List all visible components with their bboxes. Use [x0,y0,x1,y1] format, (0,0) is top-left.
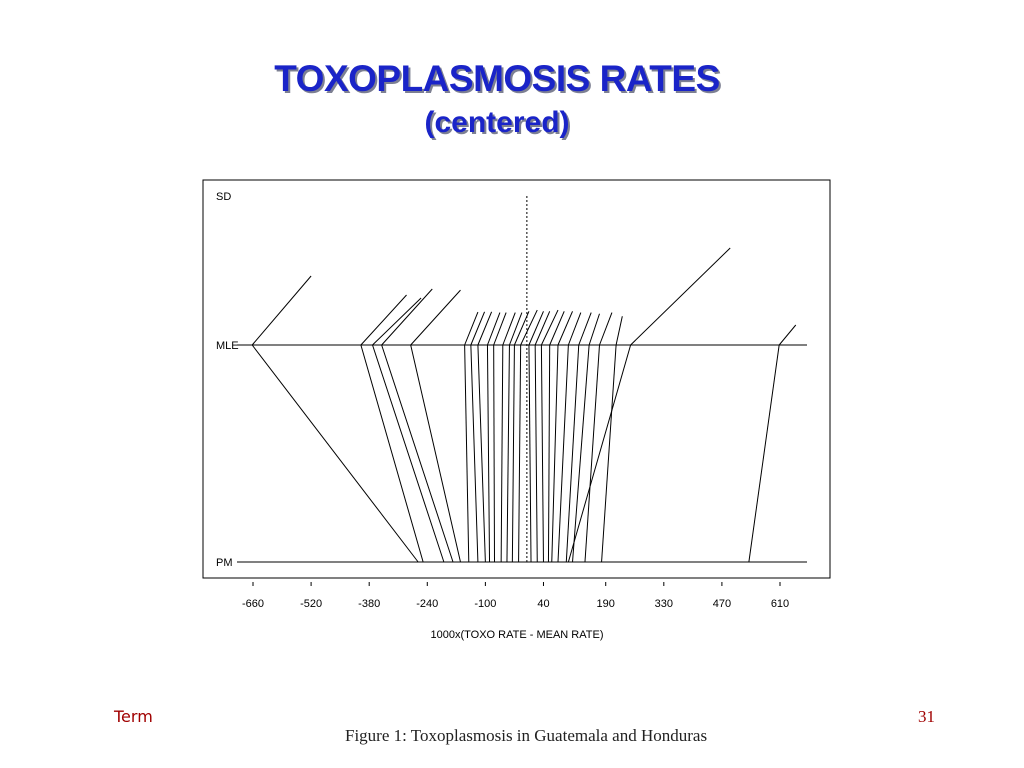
footer-term-label: Term [114,707,153,726]
shrinkage-line [567,344,632,563]
slide-number: 31 [918,707,935,726]
shrinkage-line [506,344,510,563]
shrinkage-line [584,344,600,563]
sd-segment [534,311,551,346]
row-label-pm: PM [216,557,233,569]
sd-segment [778,324,797,346]
slide-subtitle: (centered) [424,106,570,139]
x-tick-label: 610 [771,598,789,610]
shrinkage-line [534,344,538,563]
sd-segment [477,311,493,346]
sd-segment [630,247,731,346]
x-axis-label: 1000x(TOXO RATE - MEAN RATE) [431,629,604,641]
sd-segment [615,316,623,346]
row-label-sd: SD [216,191,231,203]
figure-caption: Figure 1: Toxoplasmosis in Guatemala and… [345,726,708,745]
sd-segment [470,311,486,346]
sd-segment [360,294,407,346]
shrinkage-line [251,344,419,563]
sd-segment [486,312,501,346]
shrinkage-line [381,344,454,563]
x-tick-label: -240 [416,598,438,610]
x-tick-label: 190 [597,598,615,610]
x-tick-label: -660 [242,598,264,610]
shrinkage-line [518,344,522,563]
shrinkage-line [493,344,496,563]
shrinkage-line [748,344,780,563]
shrinkage-line [360,344,424,563]
shrinkage-line [551,344,559,563]
row-label-mle: MLE [216,340,239,352]
shrinkage-line [540,344,544,563]
shrinkage-line [547,344,551,563]
shrinkage-line [464,344,470,563]
sd-segment [372,297,422,346]
shrinkage-line [572,344,590,563]
shrinkage-line [565,344,580,563]
shrinkage-line [410,344,461,563]
shrinkage-line [372,344,445,563]
sd-segment [540,309,559,346]
sd-segment [599,312,613,346]
sd-segment [578,312,592,346]
sd-segment [508,312,523,346]
x-tick-label: -100 [474,598,496,610]
x-tick-label: 40 [537,598,549,610]
shrinkage-line [477,344,486,563]
x-tick-label: 470 [713,598,731,610]
slide-title: TOXOPLASMOSIS RATES [274,58,720,99]
sd-segment [502,312,516,346]
shrinkage-line [500,344,504,563]
plot-frame [202,179,831,579]
x-tick-label: -520 [300,598,322,610]
x-tick-label: 330 [655,598,673,610]
shrinkage-line [601,344,617,563]
sd-segment [520,309,538,346]
shrinkage-line [528,344,532,563]
sd-segment [549,311,565,346]
shrinkage-line [511,344,515,563]
x-tick-label: -380 [358,598,380,610]
sd-segment [464,311,479,346]
shrinkage-line [470,344,479,563]
sd-segment [557,311,573,346]
sd-segment [513,311,530,346]
shrinkage-line [486,344,491,563]
sd-segment [410,289,461,346]
sd-segment [493,312,507,346]
sd-segment [381,288,433,346]
sd-segment [251,275,312,346]
sd-segment [567,312,582,346]
sd-segment [528,311,544,346]
shrinkage-line [557,344,569,563]
sd-segment [588,313,600,346]
